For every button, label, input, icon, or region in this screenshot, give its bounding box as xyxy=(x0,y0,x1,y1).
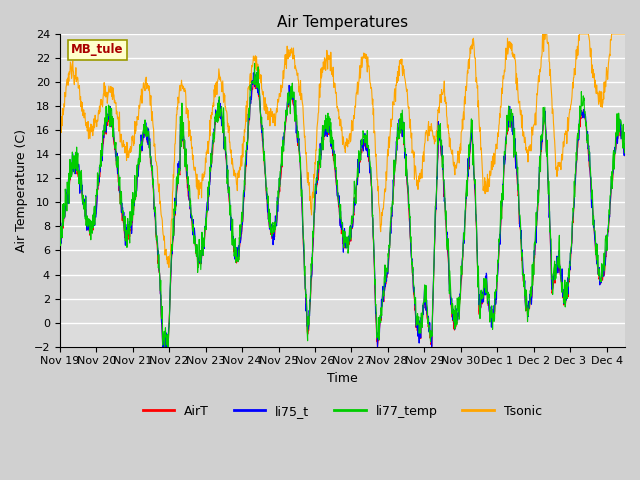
AirT xyxy=(245,117,253,123)
Tsonic xyxy=(504,47,512,52)
Line: li77_temp: li77_temp xyxy=(60,63,625,347)
AirT xyxy=(555,268,563,274)
AirT xyxy=(253,77,260,83)
Y-axis label: Air Temperature (C): Air Temperature (C) xyxy=(15,129,28,252)
Line: AirT: AirT xyxy=(60,80,625,347)
li75_t xyxy=(168,251,176,256)
li75_t xyxy=(621,145,628,151)
li77_temp xyxy=(431,228,438,233)
Tsonic xyxy=(182,94,189,99)
li75_t xyxy=(555,262,563,268)
Tsonic xyxy=(165,264,173,270)
AirT xyxy=(182,162,189,168)
Tsonic xyxy=(245,84,253,90)
li77_temp xyxy=(555,264,563,270)
li77_temp xyxy=(505,103,513,109)
li77_temp xyxy=(621,141,628,147)
Tsonic xyxy=(539,31,547,37)
Line: li75_t: li75_t xyxy=(60,72,625,347)
Tsonic xyxy=(621,31,628,37)
li75_t xyxy=(56,231,63,237)
li77_temp xyxy=(245,110,253,116)
li75_t xyxy=(182,158,189,164)
AirT xyxy=(505,120,513,126)
AirT xyxy=(159,344,167,349)
li75_t xyxy=(253,70,260,75)
X-axis label: Time: Time xyxy=(327,372,358,385)
li77_temp xyxy=(168,248,176,253)
li77_temp xyxy=(161,344,168,349)
Title: Air Temperatures: Air Temperatures xyxy=(276,15,408,30)
li77_temp xyxy=(56,242,63,248)
Tsonic xyxy=(431,141,438,147)
AirT xyxy=(168,251,176,257)
AirT xyxy=(431,231,438,237)
li75_t xyxy=(505,117,513,123)
li77_temp xyxy=(251,60,259,66)
li75_t xyxy=(245,116,253,121)
Tsonic xyxy=(555,162,563,168)
AirT xyxy=(621,153,628,159)
AirT xyxy=(56,240,63,245)
Tsonic xyxy=(56,132,63,138)
Tsonic xyxy=(168,215,176,221)
li75_t xyxy=(431,233,438,239)
li75_t xyxy=(159,344,166,349)
Text: MB_tule: MB_tule xyxy=(71,43,124,56)
li77_temp xyxy=(182,163,189,168)
Line: Tsonic: Tsonic xyxy=(60,34,625,267)
Legend: AirT, li75_t, li77_temp, Tsonic: AirT, li75_t, li77_temp, Tsonic xyxy=(138,400,547,423)
